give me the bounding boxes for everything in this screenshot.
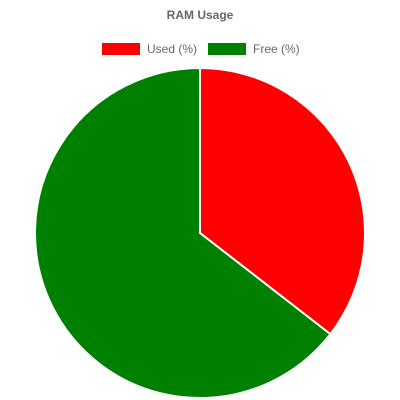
legend-label-free: Free (%) [253, 42, 300, 56]
legend-swatch-free [208, 43, 246, 55]
pie-slice-free[interactable] [34, 66, 332, 399]
legend-swatch-used [102, 43, 140, 55]
chart-title: RAM Usage [167, 8, 234, 22]
legend: Used (%) Free (%) [102, 42, 300, 56]
legend-item-free[interactable]: Free (%) [208, 42, 300, 56]
pie-slice-used[interactable] [199, 66, 366, 336]
legend-item-used[interactable]: Used (%) [102, 42, 197, 56]
legend-label-used: Used (%) [147, 42, 197, 56]
pie-slices [34, 66, 366, 399]
